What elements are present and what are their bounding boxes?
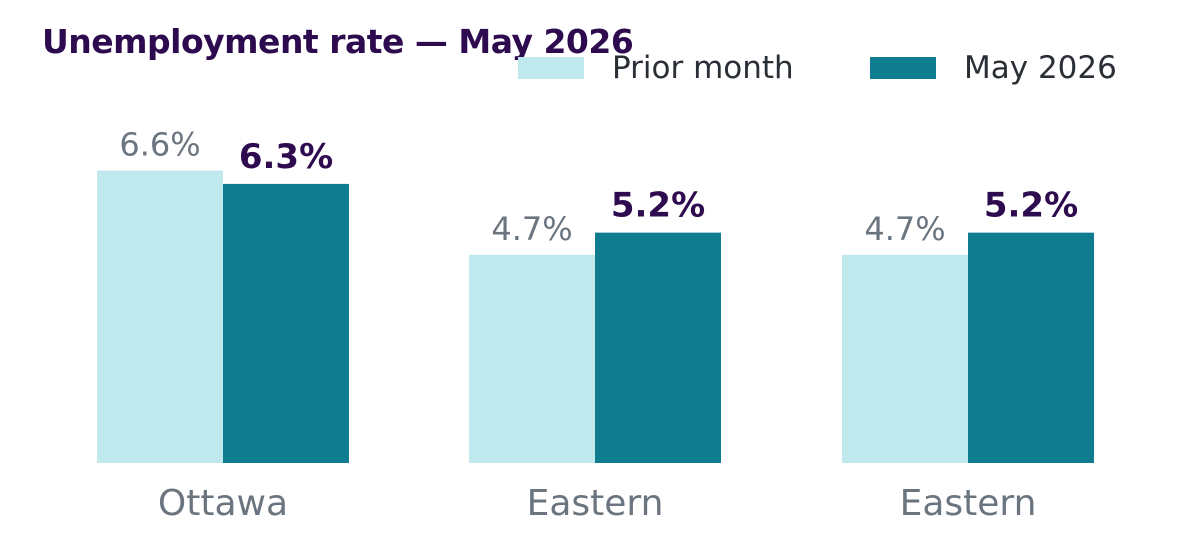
data-label-may-2026-eastern-3: 5.2% [984, 186, 1078, 226]
bar-prior-month-ottawa-1 [97, 170, 223, 463]
category-label-eastern-2: Eastern [527, 483, 664, 524]
data-label-prior-month-eastern-3: 4.7% [864, 210, 945, 248]
bar-may-2026-eastern-2 [595, 232, 721, 463]
category-label-ottawa-1: Ottawa [158, 483, 288, 524]
bar-may-2026-ottawa-1 [223, 183, 349, 463]
legend-swatch-prior-month [518, 57, 584, 79]
data-label-prior-month-eastern-2: 4.7% [491, 210, 572, 248]
bar-may-2026-eastern-3 [968, 232, 1094, 463]
bar-prior-month-eastern-3 [842, 254, 968, 463]
category-label-eastern-3: Eastern [900, 483, 1037, 524]
data-label-prior-month-ottawa-1: 6.6% [119, 126, 200, 164]
legend-item-prior-month: Prior month [518, 48, 794, 88]
legend: Prior month May 2026 [0, 48, 1180, 88]
chart-title: Unemployment rate — May 2026 [42, 22, 634, 61]
data-label-may-2026-ottawa-1: 6.3% [239, 137, 333, 177]
legend-item-may-2026: May 2026 [870, 48, 1117, 88]
data-label-may-2026-eastern-2: 5.2% [611, 186, 705, 226]
legend-label-prior-month: Prior month [612, 50, 794, 86]
legend-swatch-may-2026 [870, 57, 936, 79]
bar-prior-month-eastern-2 [469, 254, 595, 463]
legend-label-may-2026: May 2026 [964, 50, 1117, 86]
